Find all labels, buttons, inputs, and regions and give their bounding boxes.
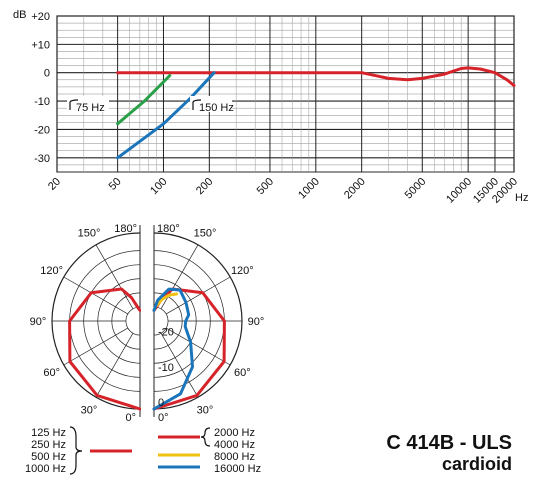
polar-left-spoke <box>63 327 128 366</box>
frequency-series-line-3 <box>116 71 216 160</box>
x-tick-label: 50 <box>107 176 124 193</box>
model-caption: C 414B - ULS cardioid <box>386 432 512 474</box>
polar-right-spoke <box>166 276 231 315</box>
angle-label-right: 120° <box>231 265 254 277</box>
polar-right-series-2 <box>155 292 179 307</box>
polar-pattern-name: cardioid <box>441 454 512 474</box>
polar-left-ring <box>125 306 141 336</box>
angle-label-left: 180° <box>114 223 137 235</box>
angle-label-right: 30° <box>197 404 214 416</box>
x-tick-label: 2000 <box>342 176 368 202</box>
polar-left-spoke <box>95 244 134 309</box>
y-tick-label: +10 <box>31 39 50 51</box>
angle-label-left: 30° <box>81 404 98 416</box>
y-tick-label: -20 <box>34 124 50 136</box>
legend-right-label: 2000 Hz <box>214 427 255 439</box>
polar-left-half: 0° 30° 60° 90° 120° 150° 180° <box>30 223 142 424</box>
angle-label-left: 90° <box>30 316 47 328</box>
legend-left-label: 500 Hz <box>31 451 66 463</box>
polar-right-spoke <box>160 244 199 309</box>
x-tick-label: 500 <box>255 176 276 197</box>
polar-left-series-1 <box>68 287 142 411</box>
angle-label-left: 0° <box>125 412 136 424</box>
x-tick-label: 10000 <box>444 176 474 206</box>
legend-left-label: 1000 Hz <box>25 463 66 475</box>
legend-right-brace <box>200 427 211 447</box>
angle-label-left: 60° <box>43 367 60 379</box>
angle-label-right: 0° <box>158 412 169 424</box>
angle-label-right: 90° <box>248 316 265 328</box>
x-tick-label: 100 <box>148 176 169 197</box>
angle-label-left: 120° <box>40 265 63 277</box>
legend-right-label: 8000 Hz <box>214 451 255 463</box>
x-tick-label: 200 <box>194 176 215 197</box>
radial-label: -10 <box>158 362 174 374</box>
polar-right-half: 0° 30° 60° 90° 120° 150° 180° 0 -10 -20 <box>141 221 264 424</box>
cutoff-label-75hz: 75 Hz <box>76 102 105 114</box>
polar-right-spoke <box>166 327 231 366</box>
y-tick-label: +20 <box>31 11 50 23</box>
y-tick-label: 0 <box>44 68 50 80</box>
radial-label: -20 <box>158 327 174 339</box>
frequency-response-labels: dB +20 +10 0 -10 -20 -30 20 50 100 200 500 1000 2000 5… <box>13 9 528 206</box>
angle-label-right: 150° <box>194 228 217 240</box>
y-tick-label: -10 <box>34 96 50 108</box>
x-tick-label: 5000 <box>403 176 429 202</box>
angle-label-right: 180° <box>157 223 180 235</box>
angle-label-right: 60° <box>234 367 251 379</box>
cutoff-label-75hz-symbol <box>69 99 79 110</box>
x-tick-label: 1000 <box>296 176 322 202</box>
y-tick-label: -30 <box>34 153 50 165</box>
frequency-series-line-2 <box>116 74 172 126</box>
polar-left-spoke <box>63 276 128 315</box>
x-axis-unit: Hz <box>515 192 528 204</box>
legend-right-label: 4000 Hz <box>214 439 255 451</box>
legend-right-label: 16000 Hz <box>214 463 261 475</box>
y-axis-label: dB <box>13 9 26 21</box>
polar-center-gap <box>141 221 153 421</box>
model-name: C 414B - ULS <box>386 432 512 454</box>
cutoff-label-150hz-symbol <box>192 99 202 110</box>
polar-right-ring <box>153 306 169 336</box>
cutoff-label-150hz: 150 Hz <box>199 102 234 114</box>
frequency-series-line-1 <box>116 66 516 87</box>
angle-label-left: 150° <box>78 228 101 240</box>
legend-left-brace <box>69 426 83 475</box>
x-tick-label: 20 <box>46 176 63 193</box>
polar-right-series-3 <box>152 287 194 411</box>
frequency-response-grid <box>56 15 515 173</box>
polar-left-spoke <box>95 333 134 398</box>
frequency-response-lines <box>116 66 516 160</box>
legend-left-label: 250 Hz <box>31 439 66 451</box>
legend-left-label: 125 Hz <box>31 427 66 439</box>
polar-right-spoke <box>160 333 199 398</box>
radial-label: 0 <box>158 397 164 409</box>
